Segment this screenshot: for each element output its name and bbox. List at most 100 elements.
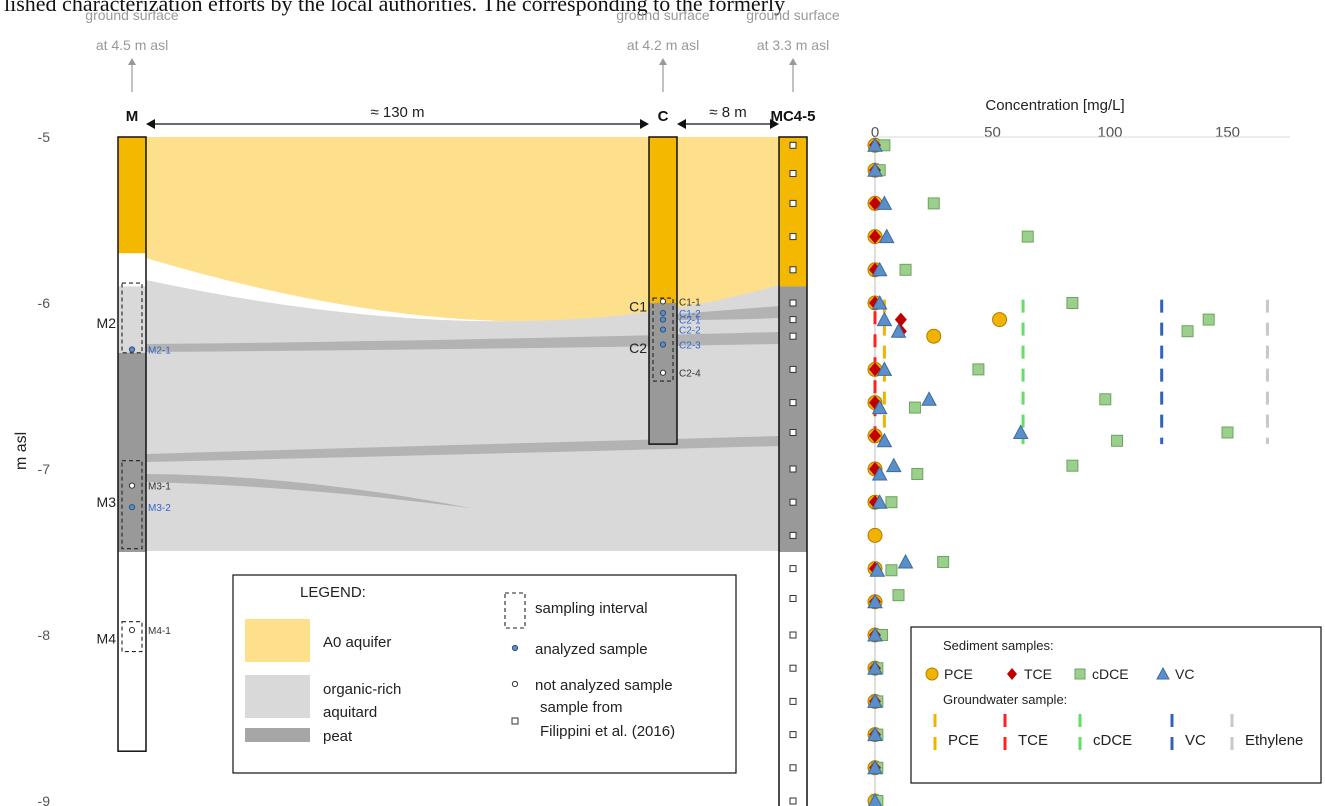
data-point-vc (890, 323, 907, 338)
legend-label-filippini: Filippini et al. (2016) (540, 723, 675, 740)
distance-arrowhead (677, 119, 686, 129)
y-tick-label: -5 (38, 129, 51, 145)
data-point-vc (869, 562, 886, 577)
ground-surface-arrowhead (128, 58, 136, 65)
legend-swatch-sampling-interval (504, 592, 526, 629)
filippini-sample-marker (789, 365, 797, 373)
filippini-sample-marker (789, 631, 797, 639)
ground-surface-elevation: at 4.2 m asl (627, 37, 699, 53)
filippini-sample-marker (789, 797, 797, 805)
filippini-sample-marker (789, 664, 797, 672)
analyzed-sample-marker (659, 316, 667, 323)
legend-label-aquitard: aquitard (323, 704, 377, 721)
sampling-interval-box (121, 282, 143, 354)
y-tick-label: -7 (38, 461, 51, 477)
borehole-aquitard-fill (779, 286, 807, 552)
data-point-vc (871, 399, 888, 415)
chart-legend-sediment-label: TCE (1024, 666, 1052, 682)
sample-label: M3-1 (148, 482, 171, 493)
concentration-legend: Sediment samples: PCE TCE cDCE VC Groundwater… (910, 626, 1322, 784)
borehole-aquitard-fill (118, 286, 146, 353)
filippini-sample-marker (789, 531, 797, 539)
legend-label-aquifer: A0 aquifer (323, 634, 391, 651)
borehole-outline (778, 136, 808, 806)
data-point-vc (867, 693, 883, 708)
chart-legend-groundwater-label: VC (1185, 732, 1206, 749)
data-point-cdce (972, 363, 985, 376)
data-point-vc (885, 457, 902, 473)
cross-section-legend: LEGEND: A0 aquifer organic-rich aquitard pea… (232, 574, 737, 774)
data-point-cdce (1181, 325, 1194, 338)
borehole-label: M (126, 108, 139, 125)
data-point-pce (867, 527, 883, 543)
data-point-vc (867, 137, 883, 152)
data-point-vc (867, 593, 883, 609)
x-tick-label: 50 (984, 124, 1001, 141)
data-point-vc (867, 792, 883, 806)
legend-swatch-aquifer (245, 619, 310, 662)
data-point-vc (867, 660, 883, 675)
ground-surface-label: ground surface (616, 7, 710, 23)
sample-label: C1-2 (679, 309, 701, 320)
aquifer-layer (146, 137, 779, 322)
sampling-interval-box (121, 460, 143, 550)
data-point-vc (878, 228, 895, 244)
legend-swatch-filippini-sample (511, 717, 519, 725)
peat-lens (677, 306, 779, 320)
filippini-sample-marker (789, 233, 797, 241)
chart-legend-sediment-label: PCE (944, 666, 973, 682)
sample-label: C2-1 (679, 316, 701, 327)
distance-arrowhead (770, 119, 779, 129)
borehole-outline (117, 136, 147, 752)
filippini-sample-marker (789, 316, 797, 324)
legend-label-aquitard: organic-rich (323, 681, 401, 698)
not-analyzed-sample-marker (659, 369, 667, 376)
data-point-tce (869, 229, 881, 244)
data-point-vc (871, 294, 888, 310)
legend-box (232, 574, 737, 774)
x-tick-label: 0 (871, 124, 879, 141)
legend-label-analyzed-sample: analyzed sample (535, 641, 648, 658)
data-point-vc (1012, 424, 1029, 439)
ground-surface-arrowhead (789, 58, 797, 65)
sample-label: C2-2 (679, 326, 701, 337)
filippini-sample-marker (789, 731, 797, 739)
data-point-cdce (1066, 459, 1079, 472)
sample-label: M4-1 (148, 626, 171, 637)
chart-legend-groundwater-label: Ethylene (1245, 732, 1303, 749)
sample-label: C1-1 (679, 297, 701, 308)
data-point-vc (876, 195, 893, 210)
borehole-aquitard-fill (118, 352, 146, 552)
legend-title: LEGEND: (300, 584, 366, 601)
caption-fragment: lished characterization efforts by the l… (4, 0, 786, 16)
legend-swatch-not-analyzed-sample (511, 680, 519, 688)
sample-label: M2-1 (148, 345, 171, 356)
data-point-vc (871, 465, 888, 481)
chart-legend-groundwater-label: PCE (948, 732, 979, 749)
filippini-sample-marker (789, 428, 797, 436)
data-point-tce (869, 362, 881, 377)
filippini-sample-marker (789, 199, 797, 207)
data-point-cdce (1202, 313, 1215, 326)
data-point-cdce (937, 555, 950, 568)
data-point-cdce (892, 589, 905, 602)
sampling-interval-label: M4 (97, 630, 117, 646)
not-analyzed-sample-marker (128, 626, 136, 634)
sampling-interval-box (652, 297, 674, 382)
data-point-tce (869, 428, 881, 443)
chart-legend-swatch-vc (1156, 666, 1170, 680)
chart-legend-groundwater-label: cDCE (1093, 732, 1132, 749)
data-point-cdce (1099, 393, 1112, 406)
x-tick-label: 100 (1097, 124, 1122, 141)
data-point-cdce (927, 197, 940, 210)
peat-lens (146, 332, 779, 352)
data-point-cdce (885, 564, 898, 577)
filippini-sample-marker (789, 697, 797, 705)
legend-swatch-peat (245, 728, 310, 742)
concentration-chart: Concentration [mg/L] 0 50 100 150 (867, 97, 1290, 806)
data-point-vc (876, 361, 893, 376)
sampling-interval-label: C1 (629, 298, 647, 314)
y-tick-label: -9 (38, 793, 51, 806)
sampling-interval-label: M3 (97, 494, 117, 510)
